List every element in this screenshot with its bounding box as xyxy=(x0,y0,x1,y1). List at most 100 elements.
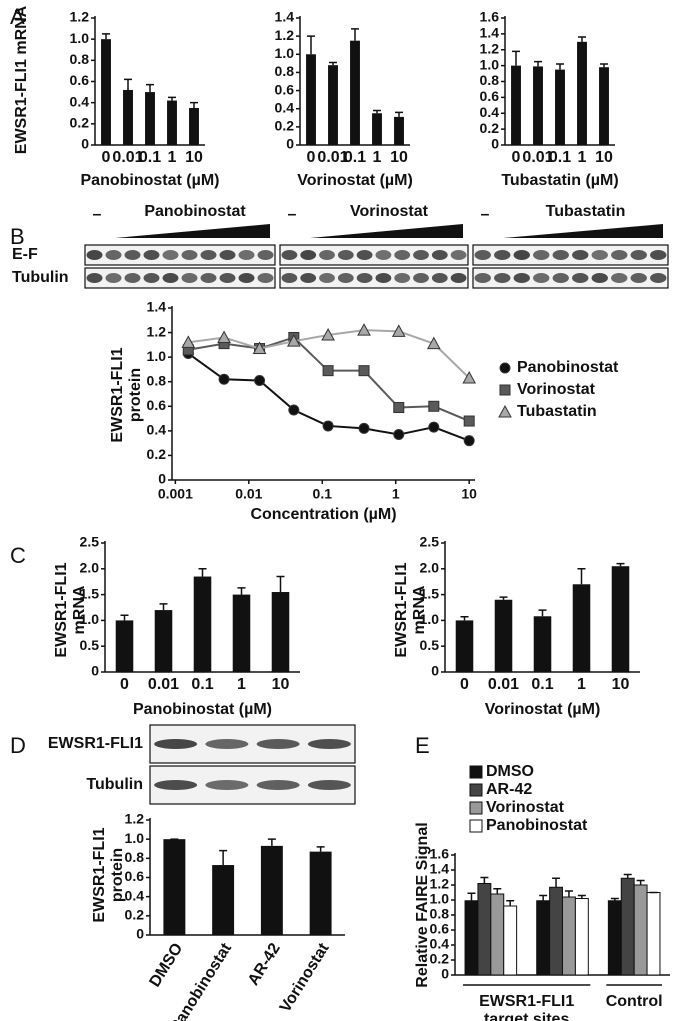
bar xyxy=(533,616,552,672)
error-bar xyxy=(351,28,359,41)
y-tick-label: 0 xyxy=(441,966,449,982)
blot-band xyxy=(257,250,274,260)
blot-band xyxy=(154,780,198,790)
x-axis-label: Vorinostat (µM) xyxy=(485,701,601,718)
blot-band xyxy=(572,273,589,283)
blot-band xyxy=(474,250,491,260)
blot-band xyxy=(238,250,255,260)
bar xyxy=(599,67,609,145)
legend-label: Panobinostat xyxy=(517,359,619,376)
x-tick-label: 0 xyxy=(512,149,521,166)
blot-band xyxy=(143,250,160,260)
y-tick-label: 0 xyxy=(158,471,166,487)
y-tick-label: 0 xyxy=(286,136,294,152)
y-axis-label: protein xyxy=(127,368,144,422)
blot-band xyxy=(394,250,411,260)
blot-band xyxy=(200,273,217,283)
y-axis-label: mRNA xyxy=(411,585,428,634)
bar xyxy=(167,100,177,145)
legend-swatch xyxy=(469,801,483,815)
bar xyxy=(145,92,155,145)
error-bar xyxy=(198,568,207,577)
error-bar xyxy=(512,50,520,66)
x-tick-label: 10 xyxy=(272,676,290,693)
y-tick-label: 1.2 xyxy=(275,27,295,43)
panel-label: E xyxy=(415,733,430,758)
bar xyxy=(455,620,474,672)
data-point xyxy=(426,336,441,350)
y-tick-label: 0.2 xyxy=(125,907,145,923)
y-tick-label: 1.4 xyxy=(430,861,450,877)
bar xyxy=(232,594,251,672)
blot-band xyxy=(319,250,335,260)
x-tick-label: 0.1 xyxy=(139,149,161,166)
y-tick-label: 0.8 xyxy=(480,72,500,88)
y-tick-label: 1.0 xyxy=(420,611,440,627)
data-point xyxy=(391,324,406,337)
blot-band xyxy=(611,273,628,283)
x-axis-label: Panobinostat (µM) xyxy=(133,701,272,718)
data-point xyxy=(393,402,405,414)
y-tick-label: 0.8 xyxy=(275,63,295,79)
error-bar xyxy=(307,35,315,55)
x-tick-label: 0.1 xyxy=(549,149,571,166)
bar xyxy=(115,620,134,672)
data-point xyxy=(181,335,196,348)
y-tick-label: 1.2 xyxy=(147,323,167,339)
y-tick-label: 1.4 xyxy=(275,9,295,25)
legend-marker xyxy=(499,362,511,374)
x-tick-label: 0.01 xyxy=(488,676,519,693)
blot-band xyxy=(105,273,122,283)
x-tick-label: 10 xyxy=(390,149,408,166)
x-tick-label: 0.01 xyxy=(148,676,179,693)
error-bar xyxy=(534,60,542,67)
data-point xyxy=(463,435,475,447)
y-axis-label: EWSR1-FLI1 xyxy=(91,827,108,922)
bar xyxy=(271,592,290,672)
bar xyxy=(533,66,543,145)
legend-marker xyxy=(498,404,512,418)
y-tick-label: 0 xyxy=(136,926,144,942)
blot-band xyxy=(431,250,448,260)
blot-band xyxy=(281,273,298,283)
y-axis-label: Relative FAIRE Signal xyxy=(414,822,431,987)
blot-band xyxy=(238,273,255,283)
error-bar xyxy=(124,78,132,90)
error-bar xyxy=(373,109,381,114)
error-bar xyxy=(539,894,548,901)
error-bar xyxy=(316,846,325,852)
bar xyxy=(350,40,360,145)
y-axis-label: protein xyxy=(109,848,126,902)
y-tick-label: 1.0 xyxy=(430,891,450,907)
bar xyxy=(309,851,332,935)
x-tick-label: 1 xyxy=(168,149,177,166)
treatment-label: Panobinostat xyxy=(144,203,246,220)
dose-wedge xyxy=(503,224,663,238)
blot-band xyxy=(494,250,511,260)
y-tick-label: 2.0 xyxy=(420,560,440,576)
bar xyxy=(189,107,199,145)
error-bar xyxy=(506,900,515,906)
blot-band xyxy=(143,273,160,283)
data-point xyxy=(322,365,334,377)
y-tick-label: 0.2 xyxy=(147,446,167,462)
bar xyxy=(123,89,133,145)
error-bar xyxy=(616,562,625,567)
blot-band xyxy=(650,273,667,283)
data-point xyxy=(358,365,370,377)
x-tick-label: 0.01 xyxy=(112,149,143,166)
data-point xyxy=(288,404,300,416)
error-bar xyxy=(159,603,168,611)
legend-label: AR-42 xyxy=(486,781,532,798)
blot-band xyxy=(257,273,274,283)
y-tick-label: 1.5 xyxy=(420,585,440,601)
y-tick-label: 0.8 xyxy=(430,906,450,922)
y-tick-label: 0.8 xyxy=(125,849,145,865)
error-bar xyxy=(623,873,632,879)
y-tick-label: 1.0 xyxy=(80,611,100,627)
y-tick-label: 0.4 xyxy=(125,887,145,903)
y-tick-label: 1.5 xyxy=(80,585,100,601)
bar xyxy=(607,900,622,976)
bar xyxy=(536,900,551,976)
